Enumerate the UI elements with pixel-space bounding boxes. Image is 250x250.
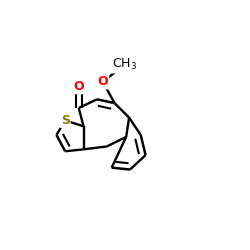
Text: S: S [61,114,70,127]
Text: O: O [98,76,108,88]
Text: O: O [74,80,84,93]
Text: CH$_3$: CH$_3$ [112,57,137,72]
